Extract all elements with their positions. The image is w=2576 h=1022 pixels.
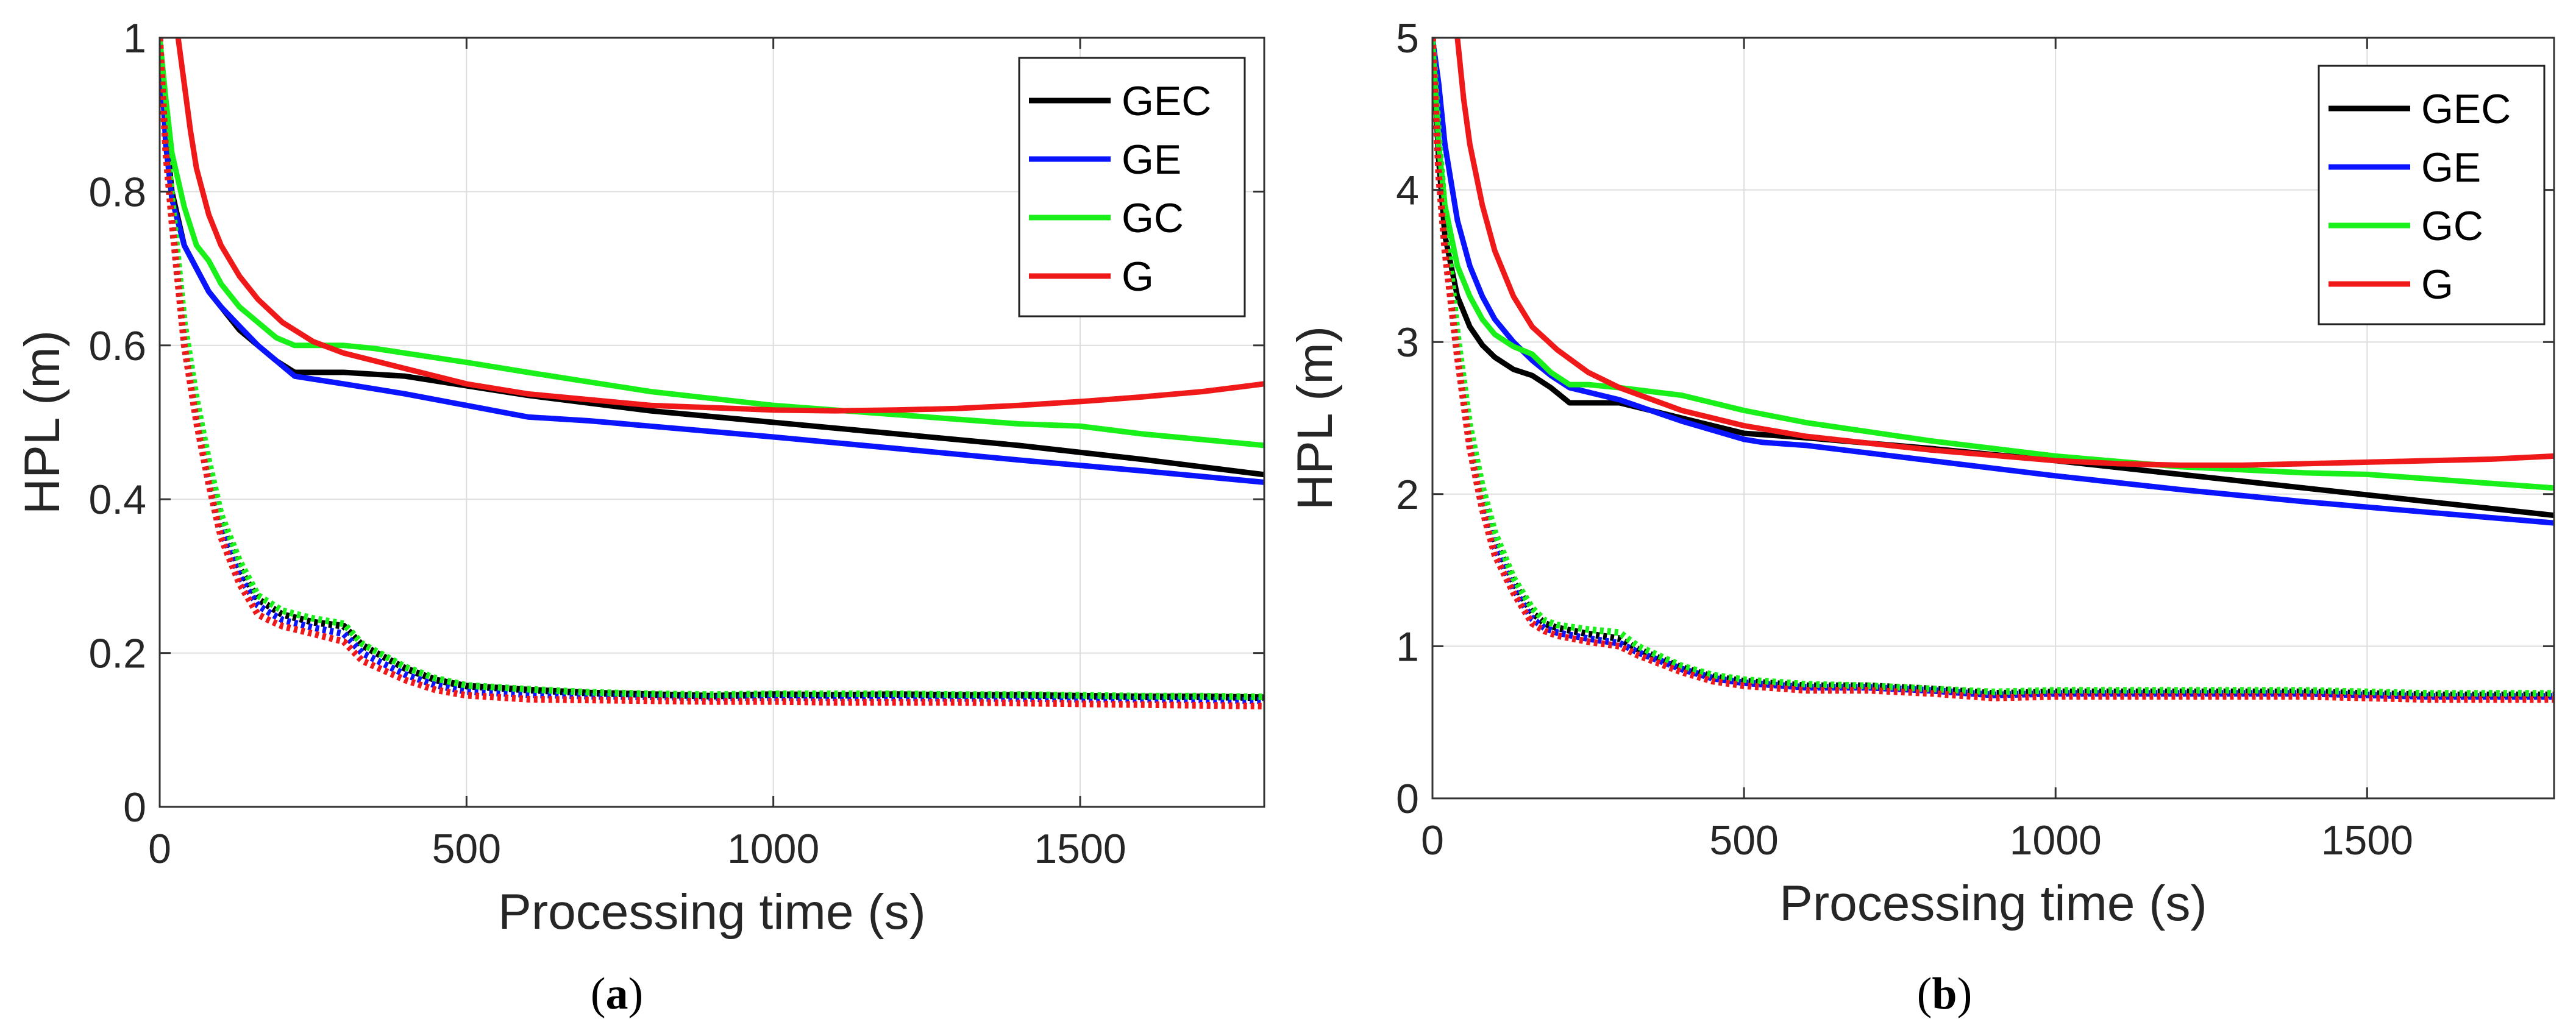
x-axis-title: Processing time (s) <box>498 884 926 940</box>
y-tick-label-3: 3 <box>1396 319 1419 366</box>
y-axis-title: HPL (m) <box>15 330 70 514</box>
x-tick-label-1: 500 <box>432 826 501 872</box>
legend-label-ge: GE <box>2421 144 2481 191</box>
chart-panel-a: 0 500 1000 1500 0 0.2 0.4 0.6 0.8 1 Processing tim… <box>15 15 1265 1019</box>
caption-open-paren: ( <box>1917 969 1932 1019</box>
panel-caption: (a) <box>591 969 643 1019</box>
legend-label-ge: GE <box>1122 137 1181 183</box>
x-axis-title: Processing time (s) <box>1779 876 2207 931</box>
y-tick-label-2: 2 <box>1396 472 1419 518</box>
x-tick-label-0: 0 <box>148 826 171 872</box>
series-line-ge-dotted <box>160 38 1264 704</box>
y-tick-label-0: 0 <box>123 784 146 831</box>
y-tick-label-2: 0.4 <box>88 477 146 523</box>
x-tick-label-2: 1000 <box>2010 817 2102 864</box>
caption-letter: a <box>606 969 628 1019</box>
series-line-ge-solid <box>160 38 1264 485</box>
series-line-gc-dotted <box>1432 38 2554 697</box>
series-line-g-dotted <box>160 38 1264 710</box>
caption-close-paren: ) <box>628 969 644 1019</box>
caption-close-paren: ) <box>1957 969 1973 1019</box>
y-tick-label-3: 0.6 <box>88 323 146 369</box>
x-tick-label-3: 1500 <box>1034 826 1126 872</box>
axes-box <box>1431 37 2555 800</box>
y-tick-label-1: 0.2 <box>88 631 146 677</box>
series-line-g-solid <box>1454 38 2554 468</box>
x-tick-label-3: 1500 <box>2321 817 2413 864</box>
y-tick-label-5: 5 <box>1396 15 1419 62</box>
series-group <box>160 38 1264 710</box>
legend: GEC GE GC G <box>1018 57 1246 318</box>
x-tick-label-1: 500 <box>1709 817 1778 864</box>
y-tick-label-4: 0.8 <box>88 169 146 215</box>
legend-label-gec: GEC <box>1122 78 1211 124</box>
chart-panel-b: 0 500 1000 1500 0 1 2 3 4 5 Processing time (s) HPL… <box>1287 15 2555 1019</box>
legend-label-gc: GC <box>1122 195 1184 241</box>
y-axis-title: HPL (m) <box>1287 326 1343 510</box>
axes-box <box>158 37 1265 808</box>
series-line-g-dotted <box>1432 38 2554 703</box>
caption-open-paren: ( <box>591 969 606 1019</box>
legend-label-gc: GC <box>2421 203 2483 249</box>
x-tick-label-2: 1000 <box>727 826 819 872</box>
legend: GEC GE GC G <box>2318 65 2546 325</box>
y-tick-label-0: 0 <box>1396 776 1419 822</box>
legend-label-g: G <box>1122 254 1154 300</box>
y-tick-label-1: 1 <box>1396 623 1419 670</box>
legend-label-g: G <box>2421 261 2453 308</box>
y-tick-label-4: 4 <box>1396 168 1419 214</box>
series-line-gec-solid <box>1432 38 2554 519</box>
y-tick-label-5: 1 <box>123 15 146 62</box>
series-line-g-solid <box>175 38 1264 414</box>
x-tick-label-0: 0 <box>1421 817 1444 864</box>
series-group <box>1432 38 2554 703</box>
series-line-gc-solid <box>1432 38 2554 491</box>
caption-letter: b <box>1932 969 1957 1019</box>
series-line-ge-solid <box>1432 38 2554 526</box>
panel-caption: (b) <box>1917 969 1972 1019</box>
legend-label-gec: GEC <box>2421 86 2511 132</box>
series-line-gc-dotted <box>160 38 1264 700</box>
